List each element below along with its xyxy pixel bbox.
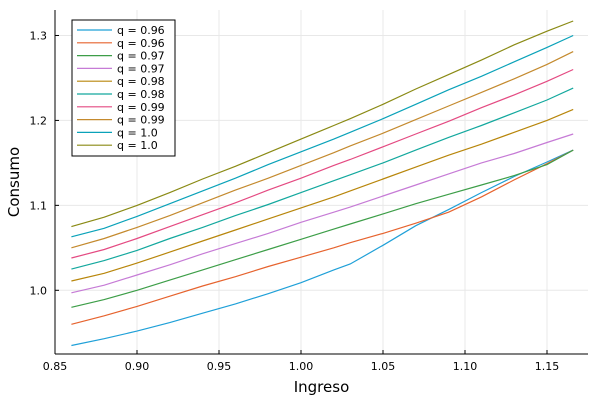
y-axis-title: Consumo [5,147,23,217]
series-line-2 [71,149,574,325]
axes [54,10,588,355]
legend: q = 0.96q = 0.96q = 0.97q = 0.97q = 0.98… [71,19,176,157]
x-tick-label: 0.90 [125,360,150,373]
x-tick-label: 1.05 [371,360,396,373]
legend-label: q = 1.0 [117,126,158,139]
legend-label: q = 0.96 [117,37,165,50]
series-line-9 [71,34,574,238]
y-tick-label: 1.3 [30,29,48,42]
legend-label: q = 0.98 [117,75,165,88]
legend-items: q = 0.96q = 0.96q = 0.97q = 0.97q = 0.98… [77,24,165,152]
legend-label: q = 0.96 [117,24,165,37]
y-tick-label: 1.2 [30,114,48,127]
x-tick-label: 1.00 [289,360,314,373]
series-line-1 [71,149,574,347]
legend-label: q = 0.99 [117,114,165,127]
x-tick-label: 0.85 [43,360,68,373]
series-lines [71,20,574,347]
legend-label: q = 0.98 [117,88,165,101]
x-axis-title: Ingreso [294,378,350,396]
y-tick-label: 1.0 [30,284,48,297]
legend-label: q = 0.99 [117,101,165,114]
series-line-7 [71,68,574,259]
legend-label: q = 0.97 [117,62,165,75]
x-tick-label: 1.15 [535,360,560,373]
series-line-6 [71,87,574,270]
y-axis-ticks: 1.0 1.1 1.2 1.3 [30,29,59,297]
legend-label: q = 0.97 [117,50,165,63]
series-line-10 [71,20,574,228]
series-line-8 [71,51,574,249]
x-tick-label: 0.95 [207,360,232,373]
series-line-3 [71,149,574,308]
x-tick-label: 1.10 [453,360,478,373]
series-line-4 [71,133,574,294]
series-line-5 [71,108,574,282]
legend-label: q = 1.0 [117,139,158,152]
x-axis-ticks: 0.85 0.90 0.95 1.00 1.05 1.10 1.15 [43,350,560,373]
y-tick-label: 1.1 [30,199,48,212]
